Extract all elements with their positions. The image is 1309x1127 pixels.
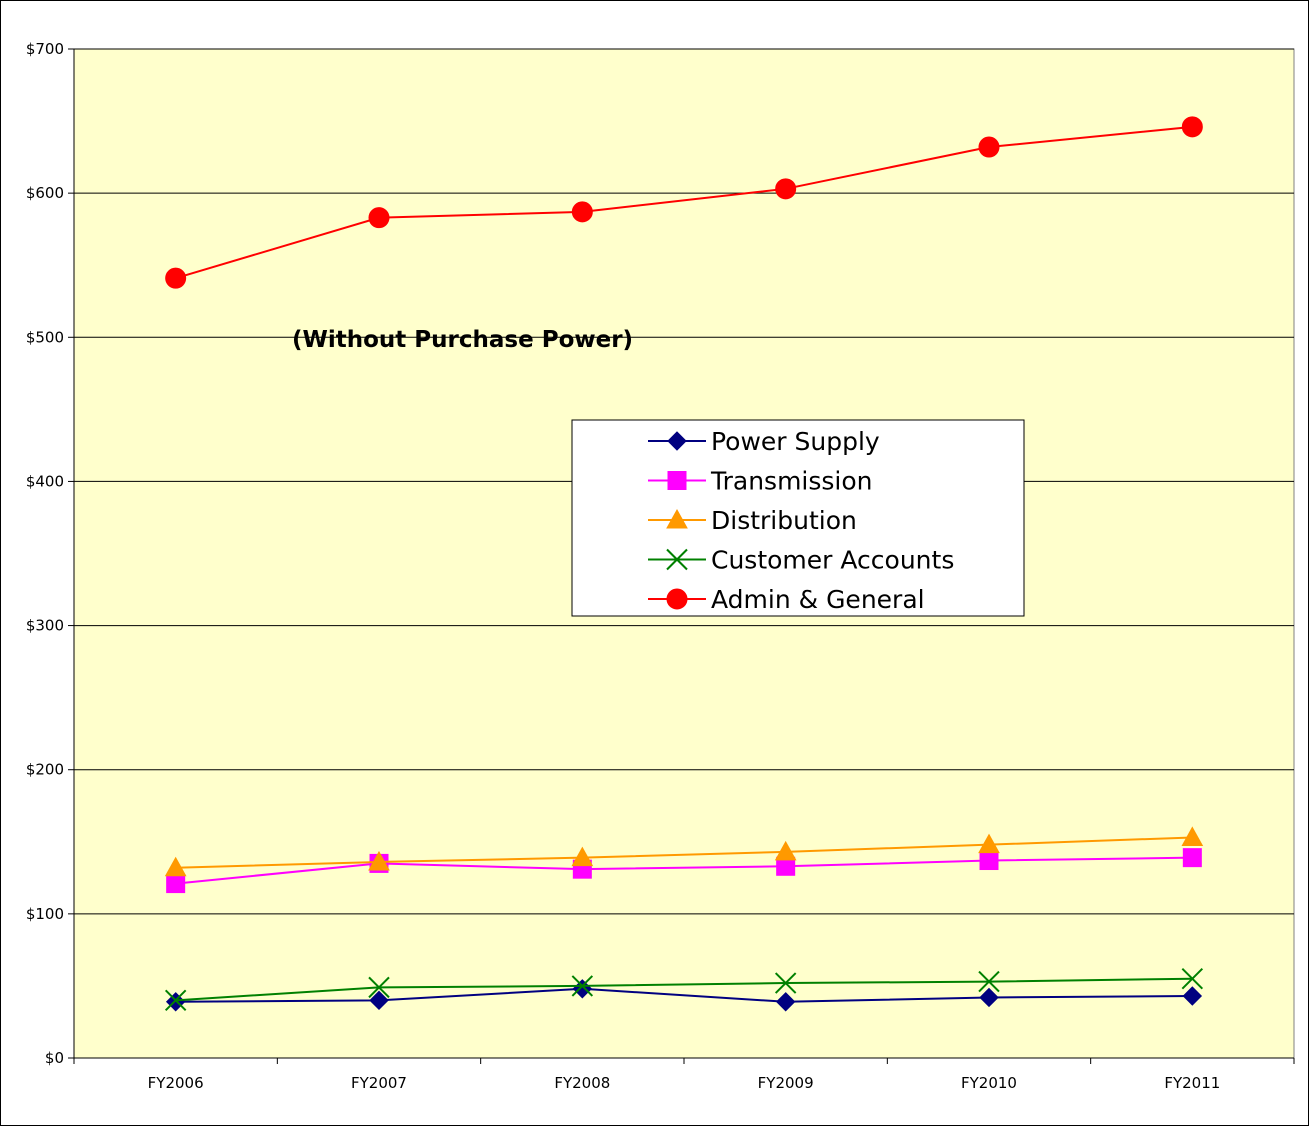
data-point (1182, 848, 1202, 868)
data-point (978, 136, 1000, 158)
data-point (666, 548, 688, 571)
data-point (368, 976, 390, 999)
series-line (175, 125, 1193, 280)
legend-label: Admin & General (711, 585, 925, 614)
series-customer-accounts (164, 968, 1204, 1012)
legend-entry: Admin & General (648, 585, 925, 614)
data-point (164, 856, 187, 877)
y-tick-label: $0 (45, 1049, 64, 1067)
series-line (175, 836, 1193, 869)
data-point (978, 970, 1000, 993)
data-point-stroke (368, 976, 390, 999)
series-layer (164, 116, 1204, 1012)
x-tick-label: FY2009 (758, 1074, 814, 1092)
data-point (775, 178, 797, 200)
data-point-stroke (164, 989, 187, 1012)
legend-label: Power Supply (711, 427, 880, 456)
x-tick-label: FY2010 (961, 1074, 1017, 1092)
series-admin-general (165, 116, 1203, 289)
gridlines (74, 48, 1294, 915)
data-point (774, 972, 797, 994)
data-point-stroke (1181, 968, 1204, 990)
chart-annotation: (Without Purchase Power) (292, 327, 633, 353)
legend-label: Customer Accounts (711, 546, 954, 575)
legend-entry: Transmission (648, 467, 873, 496)
data-point (369, 990, 389, 1011)
axes: $0 $100 $200 $300 $400 $500 $600 $700 FY2006 FY20… (26, 40, 1295, 1092)
legend-label: Transmission (710, 467, 873, 496)
data-point (166, 874, 186, 894)
data-point (165, 267, 187, 289)
series-transmission (166, 848, 1202, 894)
data-point (368, 850, 390, 871)
legend-label: Distribution (711, 506, 857, 535)
y-tick-label: $700 (26, 40, 64, 58)
data-point (368, 207, 390, 229)
legend-entry: Distribution (648, 506, 857, 535)
series-line (175, 977, 1193, 1002)
data-point (667, 431, 687, 451)
y-tick-label: $500 (26, 328, 64, 346)
data-point (666, 508, 688, 529)
data-point (164, 989, 187, 1012)
y-tick-label: $600 (26, 184, 64, 202)
data-point (667, 471, 687, 490)
x-tick-label: FY2007 (351, 1074, 407, 1092)
data-point (774, 840, 797, 861)
data-point (979, 851, 999, 871)
legend: Power Supply Transmission Distribution Cust… (571, 419, 1025, 617)
x-tick-label: FY2008 (554, 1074, 610, 1092)
data-point (979, 987, 999, 1008)
data-point (1181, 826, 1204, 846)
legend-entry: Customer Accounts (648, 546, 954, 575)
data-point (775, 992, 796, 1012)
series-distribution (164, 826, 1204, 877)
data-point (165, 992, 186, 1012)
series-line (175, 987, 1193, 1003)
data-point (1182, 986, 1203, 1006)
data-point-stroke (774, 972, 797, 994)
data-point (571, 975, 594, 997)
data-point (666, 588, 688, 610)
legend-entry: Power Supply (648, 427, 880, 456)
data-point (1181, 116, 1203, 138)
data-point-stroke (978, 970, 1000, 993)
x-tick-label: FY2011 (1164, 1074, 1220, 1092)
series-power-supply (165, 979, 1203, 1012)
data-point-stroke (571, 975, 594, 997)
x-tick-label: FY2006 (148, 1074, 204, 1092)
y-tick-label: $300 (26, 617, 64, 635)
legend-box (571, 419, 1025, 617)
y-tick-label: $100 (26, 905, 64, 923)
y-tick-label: $200 (26, 761, 64, 779)
data-point (978, 833, 1000, 854)
y-tick-label: $400 (26, 472, 64, 490)
data-point (571, 846, 594, 867)
data-point (1181, 968, 1204, 990)
data-point-stroke (666, 548, 688, 571)
data-point (571, 201, 593, 223)
series-line (175, 856, 1193, 885)
